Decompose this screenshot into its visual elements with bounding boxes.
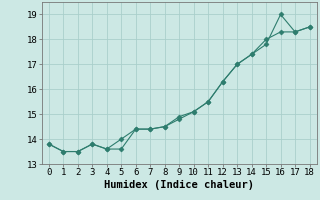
X-axis label: Humidex (Indice chaleur): Humidex (Indice chaleur) xyxy=(104,180,254,190)
